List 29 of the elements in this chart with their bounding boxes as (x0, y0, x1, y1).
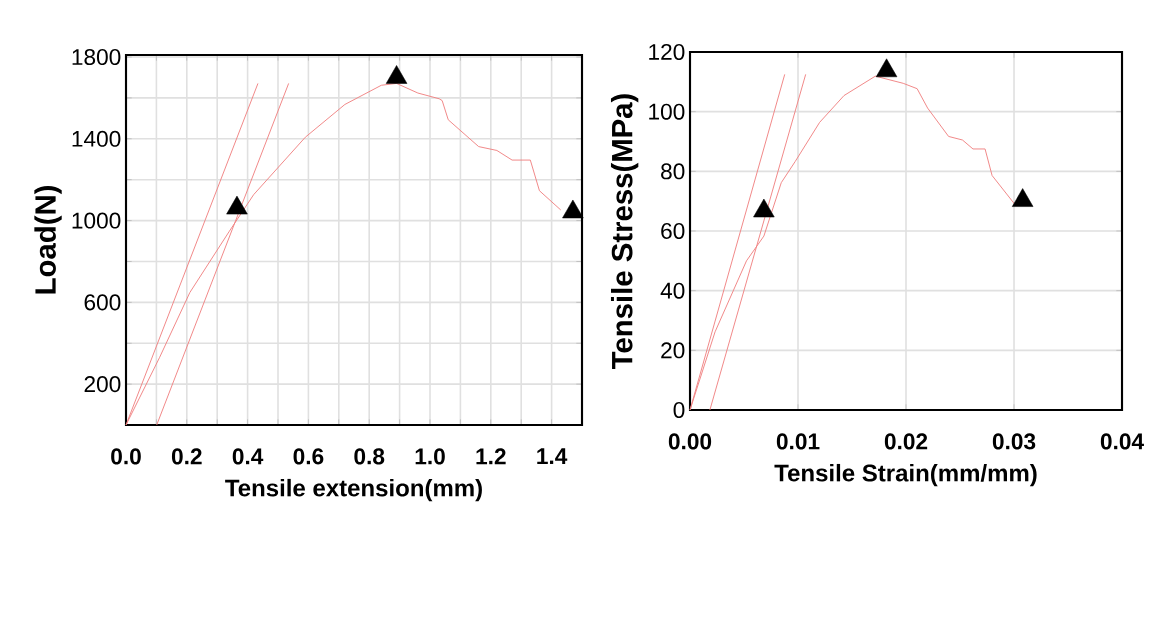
x-tick-label: 1.4 (537, 448, 568, 464)
y-tick-label: 60 (661, 222, 685, 240)
y-tick-label: 100 (649, 103, 685, 120)
y-tick-label: 120 (649, 43, 685, 61)
x-tick-label: 0.0 (111, 448, 141, 465)
y-tick-label: 600 (84, 294, 121, 311)
y-tick-label: 20 (661, 342, 685, 359)
x-tick-label: 0.01 (776, 433, 820, 450)
x-tick-label: 0.00 (668, 433, 712, 450)
y-tick-label: 1800 (72, 49, 121, 66)
y-axis-title: Tensile Stress(MPa) (610, 94, 639, 369)
y-axis-title: Load(N) (34, 186, 62, 294)
x-axis-title: Tensile extension(mm) (225, 478, 482, 502)
x-tick-label: 0.04 (1100, 433, 1144, 450)
y-tick-label: 200 (84, 376, 121, 393)
x-tick-label: 0.2 (171, 448, 202, 465)
x-tick-label: 0.4 (232, 448, 264, 465)
y-tick-label: 1400 (72, 130, 121, 147)
y-tick-label: 80 (661, 163, 685, 180)
x-tick-label: 0.6 (293, 448, 324, 465)
x-tick-label: 0.03 (992, 433, 1036, 450)
x-tick-label: 0.8 (354, 448, 385, 465)
x-tick-label: 1.0 (415, 448, 445, 465)
y-tick-label: 0 (673, 401, 685, 419)
x-axis-title: Tensile Strain(mm/mm) (774, 463, 1037, 487)
x-tick-label: 1.2 (476, 448, 506, 465)
y-tick-label: 1000 (72, 212, 121, 229)
x-tick-label: 0.02 (884, 433, 928, 450)
y-tick-label: 40 (660, 282, 685, 299)
